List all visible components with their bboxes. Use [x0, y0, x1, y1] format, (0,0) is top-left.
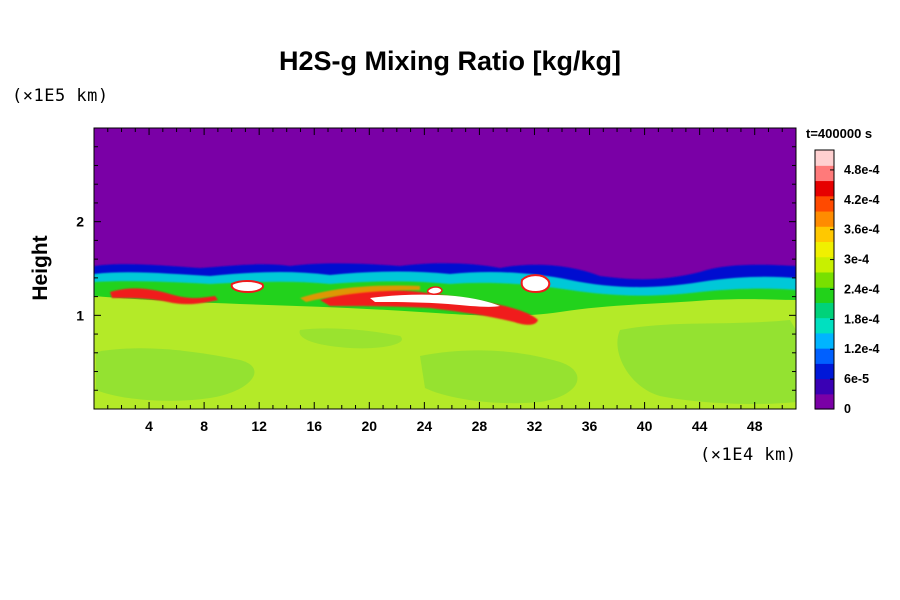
- colorbar-swatch: [815, 180, 834, 197]
- x-tick-label: 32: [527, 418, 543, 434]
- x-tick-label: 20: [362, 418, 378, 434]
- colorbar-swatch: [815, 393, 834, 410]
- x-tick-label: 44: [692, 418, 708, 434]
- colorbar-swatch: [815, 363, 834, 380]
- colorbar-swatch: [815, 332, 834, 349]
- colorbar-label: 3.6e-4: [844, 223, 879, 237]
- colorbar-swatch: [815, 210, 834, 227]
- field-lower-patch-4: [299, 328, 402, 349]
- field-lower-patch-3: [617, 320, 796, 404]
- colorbar-swatch: [815, 271, 834, 288]
- field-white-core-mid: [426, 286, 443, 295]
- x-tick-label: 24: [417, 418, 433, 434]
- x-tick-label: 36: [582, 418, 598, 434]
- colorbar-label: 6e-5: [844, 372, 869, 386]
- plot-field: [94, 128, 796, 409]
- plot-frame: [93, 127, 797, 410]
- colorbar-swatch: [815, 150, 834, 166]
- time-label: t=400000 s: [806, 126, 873, 141]
- x-axis-ticks: 4 8 12 16 20 24 28 32 36 40 44 48: [107, 128, 783, 434]
- field-lower-patch-2: [420, 350, 578, 404]
- y-axis-ticks: 12: [76, 146, 796, 391]
- colorbar-label: 4.8e-4: [844, 163, 879, 177]
- field-red-ribbon: [110, 288, 218, 305]
- x-tick-label: 48: [747, 418, 763, 434]
- colorbar-swatch: [815, 226, 834, 243]
- colorbar-swatch: [815, 241, 834, 258]
- x-tick-label: 12: [251, 418, 267, 434]
- colorbar-swatch: [815, 287, 834, 303]
- colorbar-swatch: [815, 302, 834, 319]
- x-axis-unit: (×1E4 km): [700, 445, 797, 465]
- field-white-core-right: [520, 274, 551, 294]
- x-tick-label: 16: [306, 418, 322, 434]
- colorbar: 0 6e-5 1.2e-4 1.8e-4 2.4e-4 3e-4 3.6e-4 4.2e-4 4…: [814, 149, 879, 416]
- colorbar-swatch: [815, 378, 834, 395]
- y-axis-unit: (×1E5 km): [12, 86, 109, 106]
- colorbar-swatch: [815, 348, 834, 364]
- colorbar-label: 1.8e-4: [844, 312, 879, 326]
- colorbar-swatch: [815, 317, 834, 334]
- field-white-core-main: [370, 294, 500, 307]
- colorbar-swatch: [815, 165, 834, 182]
- colorbar-label: 0: [844, 402, 851, 416]
- colorbar-label: 2.4e-4: [844, 282, 879, 296]
- field-lower-patch-1: [96, 348, 255, 401]
- y-tick-label: 2: [76, 214, 84, 230]
- x-tick-label: 4: [145, 418, 153, 434]
- colorbar-frame: [814, 149, 835, 410]
- chart-title: H2S-g Mixing Ratio [kg/kg]: [278, 46, 621, 76]
- x-tick-label: 40: [637, 418, 653, 434]
- colorbar-swatch: [815, 256, 834, 273]
- colorbar-swatch: [815, 195, 834, 212]
- colorbar-label: 3e-4: [844, 253, 869, 267]
- field-white-core-left: [230, 280, 264, 294]
- field-orange-edge: [300, 285, 420, 302]
- y-tick-label: 1: [76, 307, 84, 323]
- x-tick-label: 28: [472, 418, 488, 434]
- colorbar-label: 1.2e-4: [844, 342, 879, 356]
- x-tick-label: 8: [200, 418, 208, 434]
- colorbar-label: 4.2e-4: [844, 193, 879, 207]
